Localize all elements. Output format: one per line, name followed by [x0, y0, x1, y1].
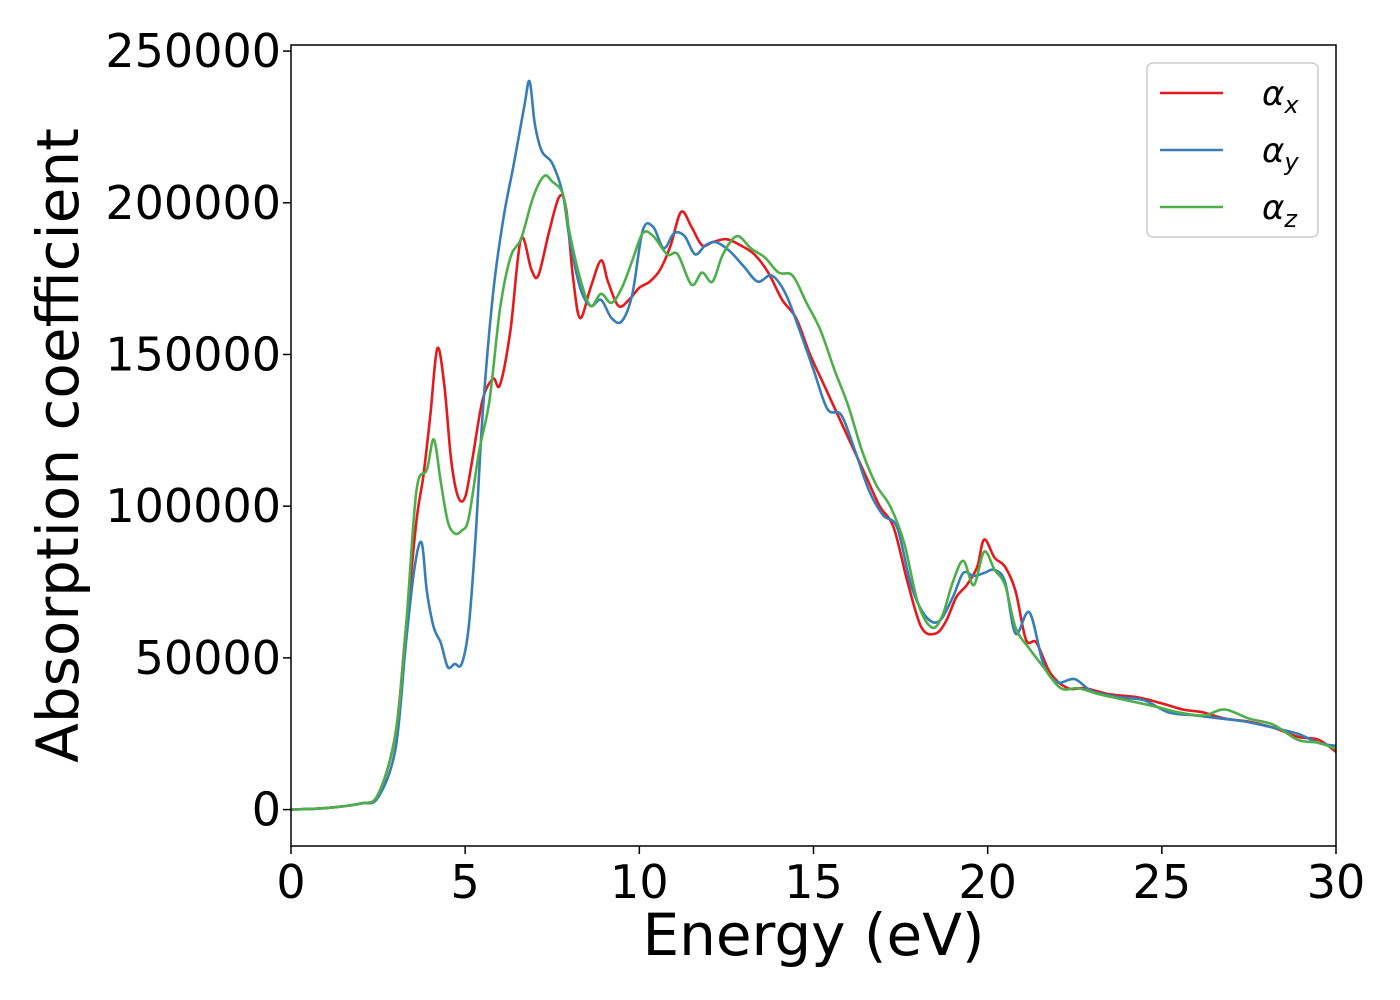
- x-tick-label: 25: [1133, 855, 1192, 909]
- y-tick-label: 150000: [105, 327, 281, 381]
- legend-label-y: αy: [1262, 131, 1299, 176]
- y-tick-label: 0: [252, 783, 281, 837]
- legend-label-x: αx: [1262, 74, 1299, 119]
- x-tick-label: 0: [276, 855, 305, 909]
- y-axis-title: Absorption coefficient: [24, 128, 92, 763]
- series-line-y: [291, 79, 1336, 811]
- y-axis: 0 50000 100000 150000 200000 250000: [105, 24, 291, 837]
- legend: αx αy αz: [1146, 62, 1319, 238]
- x-tick-label: 5: [451, 855, 480, 909]
- y-tick-label: 200000: [105, 176, 281, 230]
- legend-label-z: αz: [1262, 188, 1298, 233]
- x-tick-label: 15: [784, 855, 843, 909]
- x-axis: 0 5 10 15 20 25 30: [276, 846, 1365, 909]
- x-tick-label: 10: [610, 855, 669, 909]
- series-line-z: [291, 174, 1336, 811]
- x-tick-label: 30: [1307, 855, 1366, 909]
- y-tick-label: 100000: [105, 479, 281, 533]
- x-axis-title: Energy (eV): [642, 901, 984, 969]
- y-tick-label: 50000: [135, 631, 281, 685]
- y-tick-label: 250000: [105, 24, 281, 78]
- legend-box: [1146, 62, 1319, 238]
- x-tick-label: 20: [958, 855, 1017, 909]
- series-layer: [291, 79, 1336, 811]
